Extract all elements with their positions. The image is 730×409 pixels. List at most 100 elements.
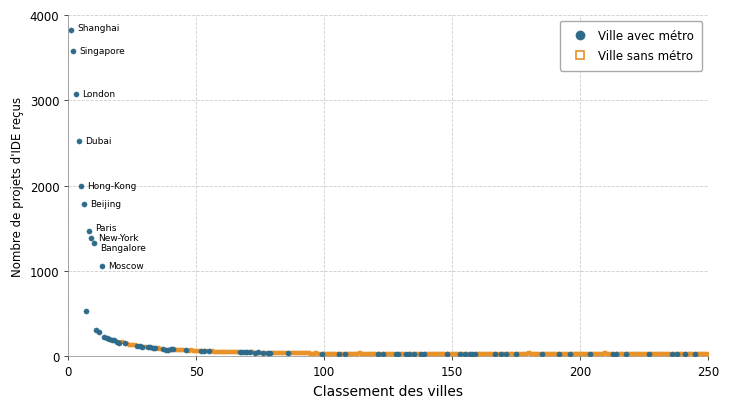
Point: [374, 351, 386, 357]
Point: [472, 351, 483, 357]
Point: [436, 351, 447, 357]
Point: [456, 351, 468, 357]
Point: [464, 351, 476, 357]
Point: [369, 351, 381, 357]
Point: [533, 351, 545, 357]
Point: [172, 347, 184, 353]
Point: [259, 350, 271, 356]
Point: [604, 351, 616, 357]
Point: [699, 351, 711, 357]
Point: [661, 351, 672, 357]
Point: [561, 351, 573, 357]
Point: [65, 28, 77, 35]
Point: [538, 351, 550, 357]
Point: [298, 350, 310, 357]
Point: [466, 351, 478, 357]
Point: [121, 341, 133, 347]
Point: [83, 228, 95, 235]
Point: [244, 349, 256, 356]
Point: [630, 351, 642, 357]
Legend: Ville avec métro, Ville sans métro: Ville avec métro, Ville sans métro: [560, 22, 702, 72]
Point: [480, 351, 491, 357]
Point: [249, 349, 261, 356]
Point: [331, 351, 342, 357]
Point: [566, 351, 578, 357]
Point: [216, 348, 228, 355]
Point: [254, 350, 266, 357]
Point: [180, 347, 192, 354]
Point: [231, 349, 243, 355]
Point: [367, 351, 379, 357]
Point: [347, 351, 358, 357]
X-axis label: Classement des villes: Classement des villes: [313, 384, 463, 398]
Point: [124, 342, 136, 348]
Point: [528, 351, 539, 357]
Point: [364, 351, 376, 357]
Point: [349, 351, 361, 357]
Point: [277, 350, 289, 357]
Point: [196, 348, 207, 355]
Point: [553, 351, 565, 357]
Point: [592, 351, 604, 357]
Point: [469, 351, 481, 357]
Point: [640, 351, 652, 357]
Point: [666, 351, 677, 357]
Point: [507, 351, 519, 357]
Point: [308, 351, 320, 357]
Point: [280, 350, 291, 357]
Point: [477, 351, 488, 357]
Point: [106, 337, 118, 344]
Point: [362, 351, 374, 357]
Point: [75, 183, 87, 189]
Point: [635, 351, 647, 357]
Point: [388, 351, 399, 357]
Point: [283, 350, 294, 357]
Point: [500, 351, 512, 357]
Point: [454, 351, 466, 357]
Point: [188, 347, 199, 354]
Point: [167, 346, 179, 353]
Point: [119, 340, 131, 347]
Point: [441, 351, 453, 357]
Point: [290, 350, 301, 357]
Point: [439, 351, 450, 357]
Point: [185, 347, 197, 354]
Point: [269, 350, 281, 356]
Point: [679, 351, 691, 357]
Point: [541, 351, 553, 357]
Point: [543, 351, 555, 357]
Point: [101, 335, 112, 342]
Point: [285, 350, 296, 357]
Point: [518, 351, 529, 357]
Point: [492, 351, 504, 357]
Point: [145, 344, 156, 350]
Point: [523, 351, 534, 357]
Point: [689, 351, 701, 357]
Point: [239, 349, 250, 356]
Point: [645, 351, 657, 357]
Point: [170, 346, 182, 353]
Point: [357, 351, 369, 357]
Point: [426, 351, 437, 357]
Point: [510, 351, 522, 357]
Point: [315, 351, 327, 357]
Point: [429, 351, 440, 357]
Text: Hong-Kong: Hong-Kong: [88, 182, 137, 191]
Point: [326, 351, 337, 357]
Point: [502, 351, 514, 357]
Point: [495, 351, 507, 357]
Point: [213, 348, 225, 355]
Point: [318, 351, 330, 357]
Text: Dubai: Dubai: [85, 137, 112, 146]
Point: [589, 351, 601, 357]
Point: [383, 351, 394, 357]
Point: [377, 351, 389, 357]
Point: [272, 350, 284, 356]
Point: [415, 351, 427, 357]
Point: [584, 351, 596, 357]
Point: [572, 351, 583, 357]
Point: [607, 351, 619, 357]
Point: [85, 235, 97, 241]
Point: [485, 351, 496, 357]
Point: [313, 351, 325, 357]
